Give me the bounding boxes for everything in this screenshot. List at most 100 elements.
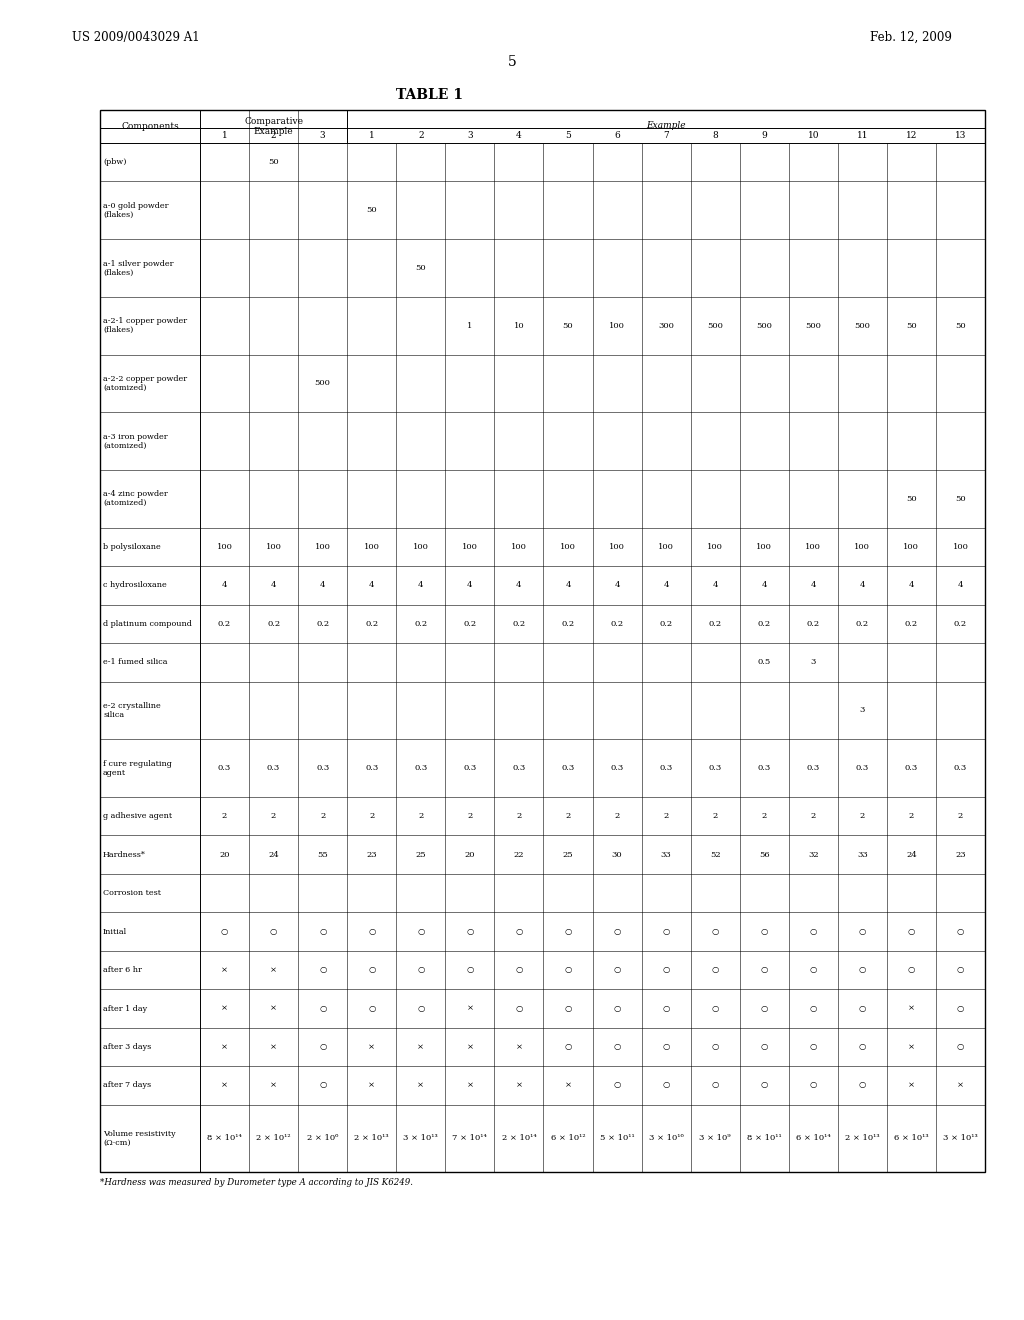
Text: ○: ○ [417,1005,424,1012]
Text: ○: ○ [221,928,228,936]
Text: 4: 4 [762,581,767,589]
Text: Feb. 12, 2009: Feb. 12, 2009 [870,30,952,44]
Text: 0.3: 0.3 [463,764,476,772]
Text: 100: 100 [265,543,282,550]
Text: 0.5: 0.5 [758,659,771,667]
Text: 2: 2 [908,812,914,820]
Text: 0.2: 0.2 [807,620,820,628]
Text: 9: 9 [761,131,767,140]
Text: 55: 55 [317,850,328,858]
Text: 2: 2 [467,812,472,820]
Text: 0.2: 0.2 [463,620,476,628]
Text: ○: ○ [712,1005,719,1012]
Text: 32: 32 [808,850,818,858]
Text: 3: 3 [860,706,865,714]
Text: ○: ○ [319,1081,327,1089]
Text: ○: ○ [417,928,424,936]
Text: ○: ○ [515,1005,522,1012]
Text: 4: 4 [957,581,964,589]
Text: 100: 100 [217,543,232,550]
Text: e-1 fumed silica: e-1 fumed silica [103,659,168,667]
Text: ×: × [908,1043,914,1051]
Text: b polysiloxane: b polysiloxane [103,543,161,550]
Text: 6: 6 [614,131,620,140]
Text: 100: 100 [609,322,625,330]
Text: 33: 33 [857,850,867,858]
Text: 50: 50 [906,322,916,330]
Text: ○: ○ [663,1005,670,1012]
Text: 1: 1 [221,131,227,140]
Text: 0.2: 0.2 [512,620,525,628]
Text: 4: 4 [713,581,718,589]
Text: 2: 2 [713,812,718,820]
Text: ○: ○ [613,928,621,936]
Text: ○: ○ [613,966,621,974]
Text: 100: 100 [952,543,969,550]
Text: ○: ○ [564,1043,571,1051]
Text: 2: 2 [762,812,767,820]
Text: 0.2: 0.2 [954,620,967,628]
Text: 2: 2 [369,812,375,820]
Text: 0.3: 0.3 [218,764,231,772]
Text: 0.3: 0.3 [807,764,820,772]
Text: 4: 4 [811,581,816,589]
Text: 100: 100 [658,543,674,550]
Text: ○: ○ [810,1005,817,1012]
Text: 50: 50 [268,158,279,166]
Text: 52: 52 [710,850,721,858]
Text: 2 × 10⁶: 2 × 10⁶ [307,1134,338,1142]
Text: 30: 30 [611,850,623,858]
Text: 100: 100 [854,543,870,550]
Text: a-0 gold powder
(flakes): a-0 gold powder (flakes) [103,202,169,219]
Text: 13: 13 [954,131,967,140]
Text: 4: 4 [369,581,375,589]
Text: 4: 4 [319,581,326,589]
Text: Comparative
Example: Comparative Example [244,116,303,136]
Text: ○: ○ [564,1005,571,1012]
Text: ×: × [221,1005,228,1012]
Text: ○: ○ [466,928,473,936]
Text: 2 × 10¹²: 2 × 10¹² [256,1134,291,1142]
Text: 33: 33 [660,850,672,858]
Text: Initial: Initial [103,928,127,936]
Text: 5: 5 [565,131,571,140]
Text: 22: 22 [514,850,524,858]
Text: 8 × 10¹¹: 8 × 10¹¹ [746,1134,781,1142]
Text: 500: 500 [757,322,772,330]
Text: Volume resistivity
(Ω·cm): Volume resistivity (Ω·cm) [103,1130,176,1147]
Text: 6 × 10¹⁴: 6 × 10¹⁴ [796,1134,830,1142]
Text: 0.3: 0.3 [267,764,281,772]
Text: 2 × 10¹⁴: 2 × 10¹⁴ [502,1134,537,1142]
Text: a-2-2 copper powder
(atomized): a-2-2 copper powder (atomized) [103,375,187,392]
Text: 8: 8 [713,131,718,140]
Text: 4: 4 [270,581,276,589]
Text: ×: × [221,966,228,974]
Text: ○: ○ [515,928,522,936]
Text: ×: × [466,1043,473,1051]
Text: ○: ○ [908,928,915,936]
Text: 0.2: 0.2 [218,620,231,628]
Text: ○: ○ [859,928,866,936]
Text: ○: ○ [761,928,768,936]
Text: e-2 crystalline
silica: e-2 crystalline silica [103,702,161,719]
Bar [100,110,985,1172]
Text: 0.2: 0.2 [366,620,378,628]
Text: ×: × [418,1081,424,1089]
Text: 500: 500 [314,379,331,388]
Text: 0.3: 0.3 [709,764,722,772]
Text: *Hardness was measured by Durometer type A according to JIS K6249.: *Hardness was measured by Durometer type… [100,1177,413,1187]
Text: 2: 2 [222,812,227,820]
Text: after 6 hr: after 6 hr [103,966,142,974]
Text: ○: ○ [319,1005,327,1012]
Text: a-4 zinc powder
(atomized): a-4 zinc powder (atomized) [103,490,168,507]
Text: US 2009/0043029 A1: US 2009/0043029 A1 [72,30,200,44]
Text: 50: 50 [562,322,573,330]
Text: ○: ○ [956,966,964,974]
Text: 6 × 10¹²: 6 × 10¹² [551,1134,586,1142]
Text: after 7 days: after 7 days [103,1081,152,1089]
Text: 5 × 10¹¹: 5 × 10¹¹ [600,1134,635,1142]
Text: 23: 23 [955,850,966,858]
Text: c hydrosiloxane: c hydrosiloxane [103,581,167,589]
Text: ○: ○ [712,966,719,974]
Text: ×: × [418,1043,424,1051]
